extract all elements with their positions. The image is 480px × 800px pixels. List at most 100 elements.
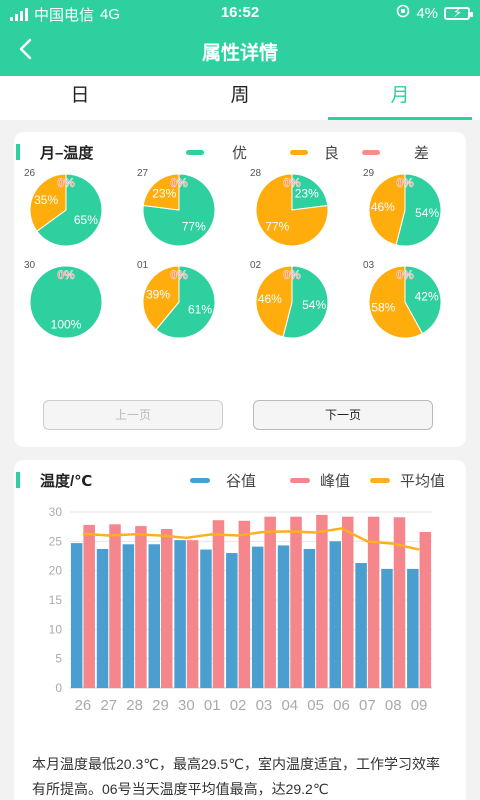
quality-card: 月–温度 优 良 差 26 65% 35% 0% 27 77% 23% 0% 28 23% 77% 0… xyxy=(14,132,466,447)
bar-max-06 xyxy=(342,516,354,688)
bar-min-04 xyxy=(277,545,290,688)
bar-min-08 xyxy=(381,568,393,688)
network-type: 4G xyxy=(100,6,121,23)
bar-max-04 xyxy=(290,516,302,688)
legend-label: 良 xyxy=(324,145,340,162)
section-marker xyxy=(16,472,20,488)
bar-min-29 xyxy=(148,544,160,688)
legend-swatch xyxy=(290,478,310,483)
battery-percent: 4% xyxy=(416,4,438,22)
x-tick-label: 03 xyxy=(256,697,273,714)
pie-chart-30: 30 100% 0% xyxy=(22,260,135,352)
bar-min-09 xyxy=(407,568,419,688)
legend-poor: 差 xyxy=(362,142,429,163)
tab-week[interactable]: 周 xyxy=(230,85,250,106)
bar-min-05 xyxy=(303,548,316,688)
nav-bar: 属性详情 xyxy=(0,26,480,76)
chevron-left-icon xyxy=(19,38,32,60)
pie-slice-fair-label: 35% xyxy=(34,193,58,207)
avg-line xyxy=(82,527,420,551)
tab-day[interactable]: 日 xyxy=(70,85,90,106)
legend-label: 差 xyxy=(414,145,430,162)
x-tick-label: 30 xyxy=(178,697,195,714)
bar-min-07 xyxy=(355,563,367,688)
x-tick-label: 27 xyxy=(100,697,117,714)
pie-slice-poor-label: 0% xyxy=(57,176,75,190)
bar-min-03 xyxy=(251,546,264,688)
next-page-button[interactable]: 下一页 xyxy=(253,400,433,430)
temperature-card-header: 温度/℃ 谷值 峰值 平均值 xyxy=(14,470,466,490)
bar-min-27 xyxy=(96,548,109,688)
pie-slice-fair xyxy=(368,265,424,339)
x-tick-label: 02 xyxy=(230,697,247,714)
pie-slice-poor-label: 0% xyxy=(283,176,301,190)
pie-chart-26: 26 65% 35% 0% xyxy=(22,168,135,260)
pie-svg: 77% 23%0% xyxy=(142,173,216,247)
y-tick-label: 20 xyxy=(49,564,63,578)
pie-chart-03: 03 42% 58% 0% xyxy=(361,260,474,352)
bar-max-27 xyxy=(109,524,121,688)
pie-slice-fair xyxy=(368,173,406,246)
pie-slice-poor-label: 0% xyxy=(283,268,301,282)
y-tick-label: 5 xyxy=(55,652,62,666)
pie-slice-poor-label: 0% xyxy=(396,176,414,190)
temperature-summary: 本月温度最低20.3℃，最高29.5℃，室内温度适宜，工作学习效率有所提高。06… xyxy=(32,756,440,797)
pie-slice-fair-label: 39% xyxy=(146,287,170,301)
x-tick-label: 29 xyxy=(152,697,169,714)
legend-swatch xyxy=(370,478,390,483)
pie-slice-good-label: 77% xyxy=(182,220,206,234)
legend-min: 谷值 xyxy=(190,470,256,491)
x-tick-label: 26 xyxy=(75,697,92,714)
legend-max: 峰值 xyxy=(290,470,350,491)
pie-slice-good-label: 100% xyxy=(51,317,82,331)
pie-slice-good xyxy=(291,173,329,211)
pie-slice-good xyxy=(29,265,103,339)
pie-slice-good-label: 42% xyxy=(415,289,439,303)
back-button[interactable] xyxy=(12,34,42,64)
status-right: 4% ⚡ xyxy=(396,4,473,22)
pie-slice-poor-label: 0% xyxy=(57,268,75,282)
y-tick-label: 15 xyxy=(49,593,63,607)
pie-slice-fair xyxy=(29,173,67,232)
x-tick-label: 09 xyxy=(411,697,428,714)
quality-card-header: 月–温度 优 良 差 xyxy=(14,142,466,162)
bar-max-03 xyxy=(264,516,276,688)
legend-swatch xyxy=(290,150,308,155)
y-tick-label: 30 xyxy=(49,505,63,519)
pie-svg: 42% 58% 0% xyxy=(368,265,442,339)
signal-icon xyxy=(10,8,28,21)
bar-max-08 xyxy=(393,517,406,688)
pie-slice-fair-label: 58% xyxy=(371,301,395,315)
pie-date-label: 02 xyxy=(250,260,262,271)
quality-card-title: 月–温度 xyxy=(40,145,94,162)
x-tick-label: 06 xyxy=(333,697,350,714)
pie-slice-good xyxy=(142,173,216,247)
pie-slice-fair-label: 46% xyxy=(258,292,282,306)
status-time: 16:52 xyxy=(220,4,260,21)
pie-svg: 23% 77% 0% xyxy=(255,173,329,247)
pie-slice-good xyxy=(395,173,442,247)
pie-slice-good-label: 65% xyxy=(74,213,98,227)
battery-icon: ⚡ xyxy=(444,6,473,20)
pie-chart-02: 02 54% 46% 0% xyxy=(248,260,361,352)
bar-min-28 xyxy=(122,544,135,688)
bar-max-05 xyxy=(316,514,328,688)
pie-chart-28: 28 23% 77% 0% xyxy=(248,168,361,260)
pie-svg: 61% 39%0% xyxy=(142,265,216,339)
x-tick-label: 05 xyxy=(307,697,324,714)
pie-date-label: 29 xyxy=(363,168,375,179)
pie-slice-good xyxy=(36,173,103,247)
status-bar: 中国电信 4G 16:52 4% ⚡ xyxy=(0,0,480,26)
bar-min-02 xyxy=(226,553,238,688)
legend-swatch xyxy=(186,150,204,155)
status-left: 中国电信 4G xyxy=(10,4,120,25)
tab-month[interactable]: 月 xyxy=(320,76,480,120)
bar-max-26 xyxy=(83,524,95,688)
x-tick-label: 01 xyxy=(204,697,221,714)
legend-label: 峰值 xyxy=(320,473,351,490)
x-tick-label: 08 xyxy=(385,697,402,714)
bar-max-28 xyxy=(135,526,147,688)
pie-slice-good-label: 61% xyxy=(188,303,212,317)
prev-page-button[interactable]: 上一页 xyxy=(43,400,223,430)
